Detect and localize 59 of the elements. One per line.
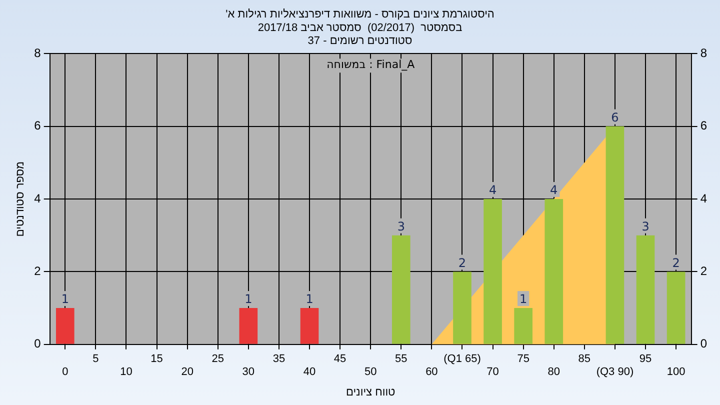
x-tick-label: 100 bbox=[666, 366, 686, 378]
x-tick-label: 80 bbox=[548, 366, 560, 378]
bar bbox=[56, 308, 74, 344]
x-tick-label: 30 bbox=[242, 366, 255, 378]
x-tick-label: 0 bbox=[62, 366, 68, 378]
bar bbox=[300, 308, 319, 344]
data-label: 1 bbox=[244, 292, 252, 306]
y-tick-label: 6 bbox=[34, 118, 42, 133]
bar bbox=[636, 235, 655, 344]
x-tick-label: 5 bbox=[92, 353, 99, 366]
x-tick-label: 35 bbox=[272, 353, 286, 366]
x-tick-label: (Q3 90) bbox=[596, 366, 634, 378]
x-tick-label: 85 bbox=[578, 353, 591, 366]
bar bbox=[453, 272, 472, 344]
annotation: במשוחה : Final_A bbox=[326, 58, 416, 71]
x-tick-label: 95 bbox=[639, 353, 652, 366]
data-label: 3 bbox=[642, 219, 650, 234]
bar bbox=[392, 235, 410, 344]
y-axis-title: מספר סטודנטים bbox=[14, 161, 27, 237]
y2-tick-label: 4 bbox=[700, 191, 708, 206]
x-tick-label: 75 bbox=[517, 353, 530, 366]
bar bbox=[544, 199, 564, 344]
x-tick-label: 25 bbox=[212, 353, 224, 366]
text: סטודנטים רשומים - 37 bbox=[308, 35, 412, 48]
data-label: 2 bbox=[458, 256, 466, 270]
data-label: 1 bbox=[306, 292, 314, 306]
x-axis-title: טווח ציונים bbox=[346, 386, 396, 398]
data-label: 6 bbox=[611, 110, 619, 124]
y-tick-label: 2 bbox=[34, 264, 42, 278]
x-tick-label: 50 bbox=[364, 366, 377, 378]
x-tick-label: 55 bbox=[395, 353, 408, 366]
x-tick-label: 70 bbox=[486, 366, 499, 378]
x-tick-label: (Q1 65) bbox=[444, 353, 481, 366]
y2-tick-label: 0 bbox=[700, 336, 708, 351]
text: בסמסטר (02/2017) סמסטר אביב 2017/18 bbox=[258, 22, 462, 34]
data-label: 1 bbox=[61, 292, 69, 306]
data-label: 1 bbox=[520, 292, 528, 306]
bar bbox=[606, 126, 624, 344]
y-tick-label: 4 bbox=[34, 191, 42, 206]
data-label: 3 bbox=[397, 219, 405, 234]
x-tick-label: 10 bbox=[120, 366, 132, 378]
x-tick-label: 60 bbox=[426, 366, 438, 378]
x-tick-label: 20 bbox=[181, 366, 194, 378]
x-tick-label: 45 bbox=[334, 353, 346, 366]
data-label: 4 bbox=[550, 183, 558, 198]
y-tick-label: 0 bbox=[34, 336, 42, 351]
bar bbox=[239, 308, 258, 344]
bar bbox=[484, 199, 502, 344]
bar bbox=[666, 272, 686, 344]
bar bbox=[514, 308, 532, 344]
y2-tick-label: 2 bbox=[700, 264, 708, 278]
data-label: 4 bbox=[488, 183, 497, 198]
y-tick-label: 8 bbox=[34, 46, 42, 60]
chart-title: 'היסטוגרמת ציונים בקורס - משוואות דיפרנציאליות רגילות א bbox=[226, 8, 494, 21]
y2-tick-label: 6 bbox=[700, 118, 708, 133]
y2-tick-label: 8 bbox=[700, 46, 708, 60]
x-tick-label: 40 bbox=[303, 366, 316, 378]
x-tick-label: 15 bbox=[150, 353, 163, 366]
data-label: 2 bbox=[672, 256, 680, 270]
